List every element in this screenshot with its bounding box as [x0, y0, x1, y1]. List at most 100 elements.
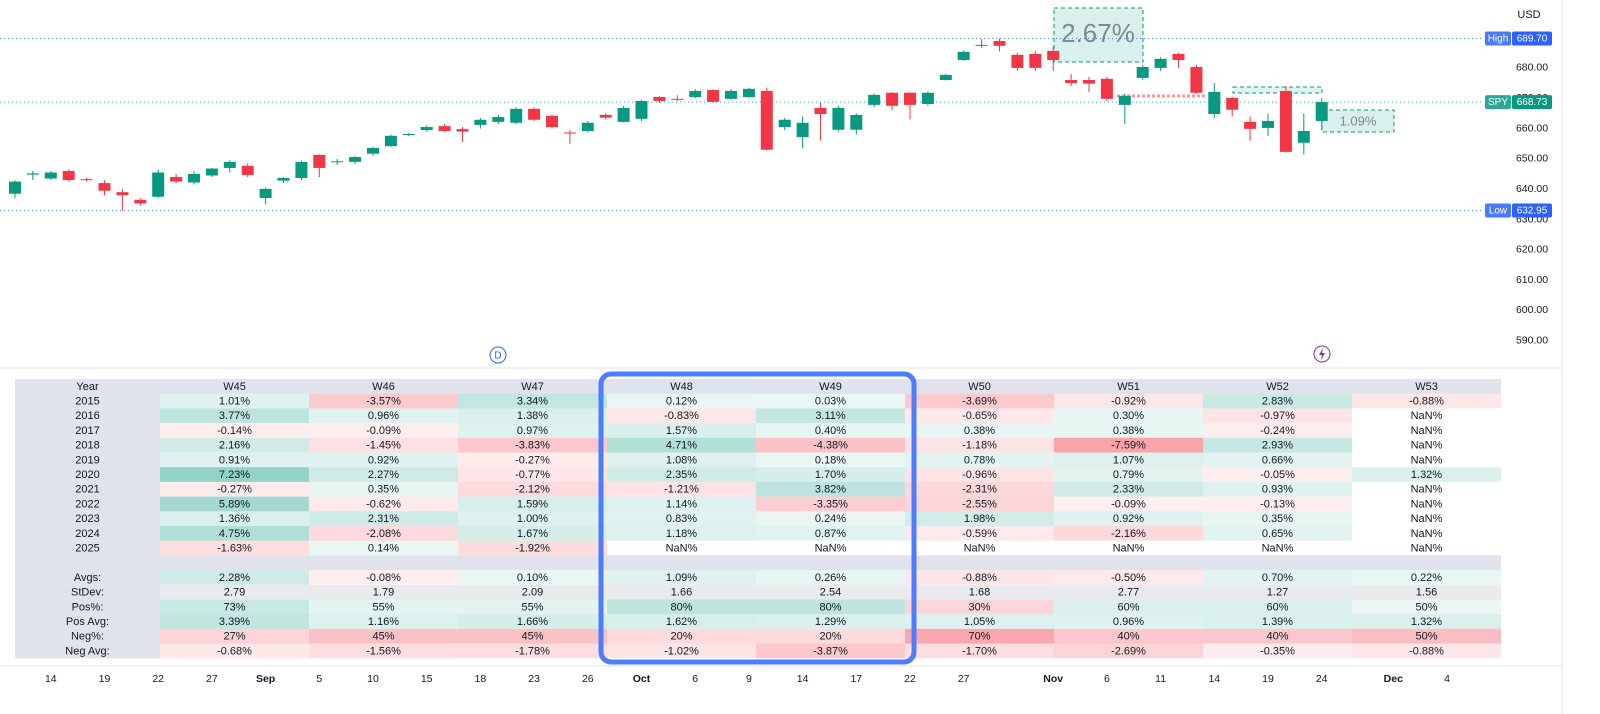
cell: 0.92% [1113, 513, 1144, 525]
cell-bg [160, 481, 309, 497]
x-tick-label: 11 [1155, 673, 1166, 685]
marker-d[interactable]: D [489, 346, 507, 364]
cell: 2.93% [1262, 440, 1293, 452]
cell: -4.38% [813, 440, 848, 452]
cell: -0.09% [366, 425, 401, 437]
cell-bg [309, 643, 458, 659]
candle-body [223, 161, 236, 168]
candle-body [170, 177, 183, 182]
x-tick-label: 6 [692, 673, 698, 685]
candle-body [939, 74, 952, 81]
cell: 55% [372, 601, 394, 613]
currency[interactable]: USD [1517, 9, 1540, 21]
cell: 60% [1117, 601, 1139, 613]
cell-bg [1203, 614, 1352, 629]
candle-body [993, 40, 1006, 46]
cell: -1.18% [962, 440, 997, 452]
cell: -0.88% [962, 572, 997, 584]
cell: -0.97% [1260, 410, 1295, 422]
candle-body [1154, 58, 1167, 68]
cell: Pos%: [72, 601, 104, 613]
candle-body [277, 177, 290, 181]
cell-bg [756, 408, 905, 424]
candle-body [384, 135, 397, 147]
price-tag-name [1485, 203, 1511, 218]
candle-body [1315, 102, 1328, 121]
separator-row [15, 555, 1501, 571]
cell: W49 [819, 381, 842, 393]
cell-bg [458, 540, 607, 556]
cell: W48 [670, 381, 693, 393]
x-tick-label: 15 [421, 673, 433, 685]
cell: 2018 [75, 440, 99, 452]
event-icon[interactable] [1313, 345, 1331, 363]
cell: 1.09% [666, 572, 697, 584]
cell-bg [160, 379, 309, 394]
cell: 2025 [75, 542, 99, 554]
cell: -1.92% [515, 542, 550, 554]
price-tag [1512, 203, 1552, 218]
cell: Year [76, 381, 99, 393]
cell: 0.40% [815, 425, 846, 437]
cell-bg [607, 599, 756, 615]
measure-box[interactable] [1053, 7, 1144, 63]
cell-bg [309, 423, 458, 438]
cell-bg [607, 467, 756, 482]
cell-bg [756, 643, 905, 659]
cell: -0.88% [1409, 645, 1444, 657]
cell-bg [756, 481, 905, 497]
y-tick-label: 610.00 [1516, 274, 1548, 286]
cell-bg [1352, 599, 1501, 615]
cell: 70% [968, 631, 990, 643]
cell-bg [905, 540, 1054, 556]
candle-body [1118, 95, 1131, 105]
cell-bg [1352, 452, 1501, 468]
cell: 5.89% [219, 498, 250, 510]
cell-bg [160, 614, 309, 629]
cell-bg [1054, 379, 1203, 394]
cell-bg [1054, 511, 1203, 526]
cell: 1.32% [1411, 469, 1442, 481]
cell: NaN% [1411, 440, 1443, 452]
measure-box[interactable] [1232, 86, 1323, 94]
cell: 7.23% [219, 469, 250, 481]
cell: 0.96% [1113, 616, 1144, 628]
cell: -0.24% [1260, 425, 1295, 437]
cell: NaN% [1411, 484, 1443, 496]
cell: 0.35% [1262, 513, 1293, 525]
candle-body [259, 188, 272, 198]
cell-bg [458, 393, 607, 409]
cell: 3.34% [517, 395, 548, 407]
cell: 1.66 [671, 587, 692, 599]
cell: 0.91% [219, 454, 250, 466]
cell: 0.18% [815, 454, 846, 466]
cell-bg [756, 570, 905, 585]
cell: 2.09 [522, 587, 543, 599]
candle-body [331, 161, 344, 163]
cell: -0.05% [1260, 469, 1295, 481]
price-tag-text: 689.70 [1517, 34, 1548, 45]
cell: 0.78% [964, 454, 995, 466]
candle-body [1047, 50, 1060, 61]
x-tick-label: 22 [904, 673, 916, 685]
cell-bg [1203, 511, 1352, 526]
cell-bg [905, 408, 1054, 424]
measure-label: 1.09% [1340, 113, 1377, 128]
candle-body [975, 44, 988, 46]
cell: -3.69% [962, 395, 997, 407]
event-bolt [1319, 348, 1325, 360]
cell: -2.08% [366, 528, 401, 540]
cell-bg [160, 526, 309, 541]
cell-bg [756, 452, 905, 468]
cell-bg [1203, 570, 1352, 585]
cell-bg [15, 643, 160, 659]
cell-bg [309, 599, 458, 615]
cell: 0.96% [368, 410, 399, 422]
cell: NaN% [1411, 454, 1443, 466]
x-tick-label: 26 [582, 673, 594, 685]
cell-bg [1352, 408, 1501, 424]
candle-body [760, 90, 773, 150]
cell: -0.65% [962, 410, 997, 422]
candle-body [1226, 97, 1239, 110]
